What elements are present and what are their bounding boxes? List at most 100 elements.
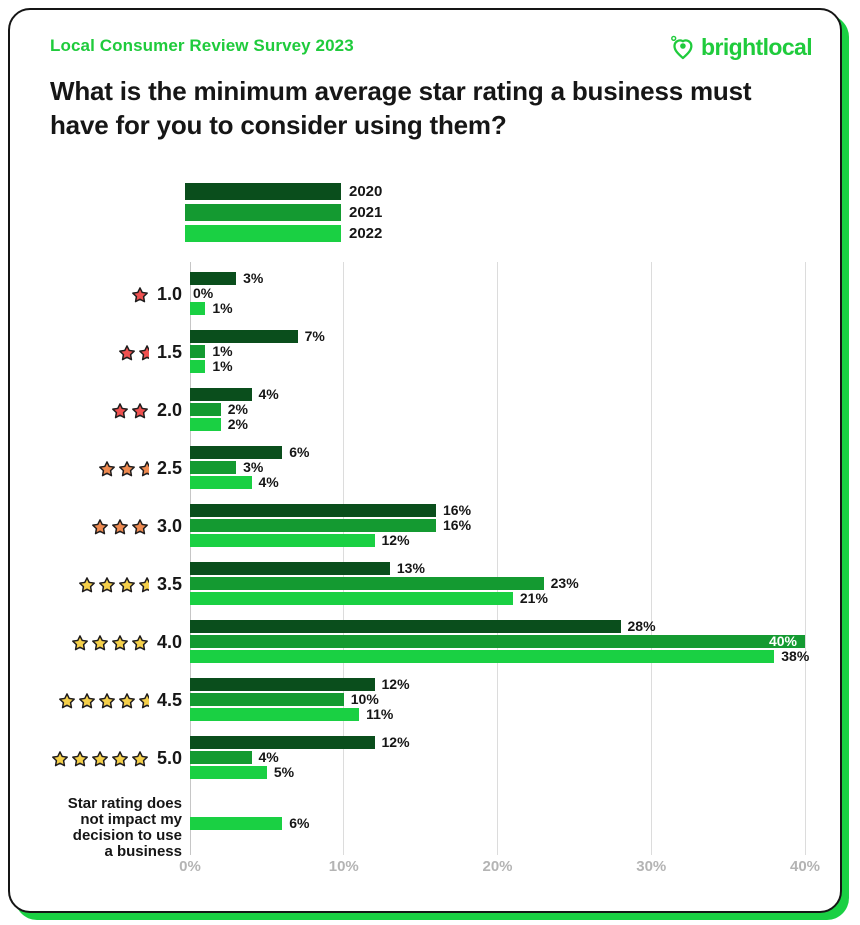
bar-2.5-2020 <box>190 446 283 459</box>
legend-label-2021: 2021 <box>349 204 383 221</box>
star-icon <box>131 286 149 304</box>
bar-value-label: 40% <box>768 633 797 649</box>
half-star-icon <box>138 460 149 478</box>
bar-value-label: 12% <box>381 676 410 692</box>
page-title: What is the minimum average star rating … <box>50 76 752 140</box>
bar-2.5-2021 <box>190 461 237 474</box>
bar-value-label: 0% <box>193 285 214 301</box>
star-icon <box>78 692 96 710</box>
star-icon <box>98 692 116 710</box>
legend-swatch-2022 <box>185 225 341 242</box>
legend-swatch-2021 <box>185 204 341 221</box>
category-label-3.5: 3.5 <box>78 562 182 607</box>
bar-chart: 0% 10% 20% 30% 40% 2020 2021 2022 1.0 3% 0% 1% 1.5 7%… <box>10 10 836 907</box>
bar-value-label: 7% <box>304 328 325 344</box>
category-label-4.5: 4.5 <box>58 678 182 723</box>
x-tick-label: 0% <box>179 858 201 875</box>
bar-value-label: 11% <box>366 706 394 722</box>
bar-1.0-2020 <box>190 272 237 285</box>
category-rating-number: 1.0 <box>156 284 182 304</box>
bar-value-label: 10% <box>350 691 379 707</box>
half-star-icon <box>138 692 149 710</box>
x-tick-label: 30% <box>636 858 667 875</box>
category-rating-number: 2.5 <box>156 458 182 478</box>
brightlocal-logo-icon <box>669 34 696 61</box>
x-tick-label: 20% <box>482 858 513 875</box>
gridline-10% <box>343 262 345 855</box>
bar-value-label: 3% <box>243 459 264 475</box>
bar-value-label: 23% <box>550 575 579 591</box>
half-star-icon <box>138 344 149 362</box>
bar-value-label: 38% <box>781 648 810 664</box>
bar-value-label: 1% <box>212 343 233 359</box>
category-label-2.5: 2.5 <box>98 446 182 491</box>
star-icon <box>71 634 89 652</box>
bar-4.5-2022 <box>190 708 360 721</box>
bar-value-label: 1% <box>212 358 233 374</box>
gridline-30% <box>650 262 652 855</box>
half-star-icon <box>138 576 149 594</box>
bar-3.0-2021 <box>190 519 436 532</box>
star-icon <box>111 518 129 536</box>
category-label-1.5: 1.5 <box>118 330 182 375</box>
star-icon <box>131 634 149 652</box>
bar-value-label: 28% <box>627 618 656 634</box>
category-rating-number: 4.5 <box>156 690 182 710</box>
bar-4.0-2020 <box>190 620 621 633</box>
category-label-no-impact: Star rating does not impact my decision to… <box>22 796 182 860</box>
star-icon <box>131 750 149 768</box>
category-label-line: decision to use <box>72 827 182 844</box>
bar-4.5-2021 <box>190 693 344 706</box>
bar-value-label: 6% <box>289 815 310 831</box>
x-tick-label: 40% <box>789 858 821 875</box>
bar-value-label: 5% <box>273 764 295 780</box>
category-label-1.0: 1.0 <box>131 272 182 317</box>
bar-value-label: 16% <box>443 517 472 533</box>
category-rating-number: 3.5 <box>156 574 182 594</box>
category-label-line: not impact my <box>80 811 182 828</box>
bar-value-label: 13% <box>396 560 425 576</box>
bar-3.0-2020 <box>190 504 436 517</box>
bar-value-label: 2% <box>227 401 248 417</box>
category-rating-number: 5.0 <box>156 748 182 768</box>
star-icon <box>71 750 89 768</box>
brightlocal-logo-text: brightlocal <box>701 34 813 60</box>
category-rating-number: 2.0 <box>156 400 182 420</box>
bar-value-label: 1% <box>212 300 233 316</box>
star-icon <box>98 576 116 594</box>
bar-2.5-2022 <box>190 476 252 489</box>
star-icon <box>78 576 96 594</box>
bar-value-label: 6% <box>289 444 310 460</box>
category-label-4.0: 4.0 <box>71 620 182 665</box>
star-icon <box>111 634 129 652</box>
category-rating-number: 4.0 <box>156 632 182 652</box>
star-icon <box>51 750 69 768</box>
star-icon <box>118 460 136 478</box>
bar-4.0-2021 <box>190 635 805 648</box>
brightlocal-logo: brightlocal <box>669 34 813 61</box>
category-label-2.0: 2.0 <box>111 388 182 433</box>
star-icon <box>91 518 109 536</box>
bar-value-label: 4% <box>258 749 279 765</box>
bar-value-label: 3% <box>243 270 264 286</box>
star-icon <box>118 344 136 362</box>
x-tick-label: 10% <box>328 858 359 875</box>
gridline-20% <box>497 262 498 855</box>
bar-1.0-2022 <box>190 302 206 315</box>
category-label-line: Star rating does <box>67 795 182 812</box>
bar-3.0-2022 <box>190 534 375 547</box>
bar-5.0-2022 <box>190 766 267 779</box>
star-icon <box>98 460 116 478</box>
category-label-5.0: 5.0 <box>51 736 182 781</box>
bar-value-label: 21% <box>519 590 548 606</box>
bar-1.5-2022 <box>190 360 206 373</box>
bar-2.0-2020 <box>190 388 252 401</box>
gridline-40% <box>804 262 806 855</box>
bar-3.5-2021 <box>190 577 544 590</box>
bar-value-label: 12% <box>381 532 410 548</box>
category-rating-number: 1.5 <box>156 342 182 362</box>
category-rating-number: 3.0 <box>156 516 182 536</box>
bar-3.5-2022 <box>190 592 513 605</box>
bar-2.0-2022 <box>190 418 221 431</box>
star-icon <box>58 692 76 710</box>
